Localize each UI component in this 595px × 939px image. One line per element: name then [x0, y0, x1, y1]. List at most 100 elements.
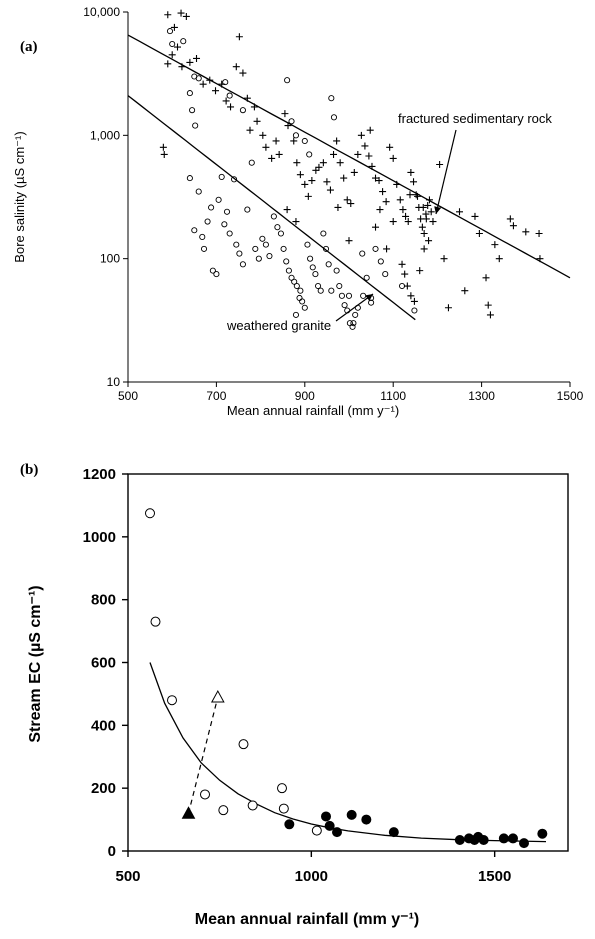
x-tick-label: 1500: [557, 389, 584, 403]
plus-marker: [283, 206, 291, 214]
circle-marker: [352, 311, 359, 318]
circle-marker: [252, 245, 259, 252]
circle-marker: [221, 221, 228, 228]
plus-marker: [427, 208, 435, 216]
circle-marker: [320, 230, 327, 237]
plus-marker: [330, 150, 338, 158]
y-tick-label: 10: [107, 375, 121, 389]
plus-marker: [475, 229, 483, 237]
circle-marker: [284, 77, 291, 84]
plus-marker: [366, 126, 374, 134]
fit-curve: [149, 662, 547, 843]
filled-circle-marker: [324, 820, 335, 831]
plus-marker: [536, 255, 544, 263]
circle-marker: [377, 258, 384, 265]
panel-b-points: [145, 508, 548, 849]
plus-marker: [293, 159, 301, 167]
plus-marker: [420, 245, 428, 253]
plus-marker: [422, 215, 430, 223]
x-tick-label: 500: [115, 868, 140, 885]
plus-marker: [178, 63, 186, 71]
plus-marker: [323, 178, 331, 186]
plus-marker: [484, 301, 492, 309]
circle-marker: [226, 230, 233, 237]
annotation-weathered-granite: weathered granite: [226, 318, 331, 333]
plus-marker: [386, 143, 394, 151]
plus-marker: [407, 292, 415, 300]
circle-marker: [215, 196, 222, 203]
plus-marker: [379, 188, 387, 196]
plus-marker: [354, 150, 362, 158]
y-tick-label: 800: [91, 592, 116, 609]
circle-marker: [280, 245, 287, 252]
x-tick-label: 1100: [380, 389, 406, 403]
plus-marker: [401, 270, 409, 278]
plus-marker: [239, 69, 247, 77]
plus-marker: [315, 163, 323, 171]
plus-marker: [160, 150, 168, 158]
open-circle-marker: [277, 783, 287, 794]
plus-marker: [486, 311, 494, 319]
circle-marker: [306, 151, 313, 158]
plus-marker: [425, 196, 433, 204]
plus-marker: [212, 87, 220, 95]
plus-marker: [301, 180, 309, 188]
x-tick-label: 1000: [295, 868, 328, 885]
plus-marker: [402, 212, 410, 220]
circle-marker: [189, 107, 196, 114]
circle-marker: [372, 245, 379, 252]
circle-marker: [223, 208, 231, 215]
circle-marker: [259, 235, 266, 242]
filled-circle-marker: [321, 811, 331, 822]
circle-marker: [186, 175, 193, 182]
circle-marker: [262, 241, 269, 248]
panel-a-chart: (a) Bore salinity (µS cm⁻¹) Mean annual …: [12, 5, 584, 418]
circle-marker: [333, 267, 340, 274]
panel-b-ylabel: Stream EC (µS cm⁻¹): [27, 585, 44, 742]
plus-marker: [336, 159, 344, 167]
plus-marker: [406, 191, 414, 199]
plus-marker: [436, 161, 444, 169]
panel-b-dashed-connector: [187, 696, 219, 814]
plus-marker: [410, 178, 418, 186]
plus-marker: [343, 196, 351, 204]
plus-marker: [398, 260, 406, 268]
plus-marker: [259, 131, 267, 139]
open-circle-marker: [278, 803, 289, 814]
open-circle-marker: [247, 800, 258, 811]
circle-marker: [248, 159, 255, 166]
plus-marker: [456, 208, 463, 216]
panel-b-chart: (b) Stream EC (µS cm⁻¹) Mean annual rain…: [20, 462, 569, 928]
circle-marker: [195, 188, 202, 195]
circle-marker: [233, 241, 240, 248]
y-tick-label: 400: [91, 717, 116, 734]
plus-marker: [292, 218, 300, 226]
panel-a-points: [159, 9, 544, 330]
plus-marker: [308, 177, 316, 185]
plus-marker: [246, 126, 254, 134]
panel-b-plot-frame: [127, 473, 569, 852]
plus-marker: [232, 63, 240, 71]
plus-marker: [440, 255, 448, 263]
circle-marker: [285, 267, 292, 274]
circle-marker: [301, 304, 308, 311]
open-circle-marker: [167, 695, 177, 706]
circle-marker: [213, 271, 220, 278]
y-tick-label: 600: [91, 655, 116, 672]
circle-marker: [291, 278, 298, 285]
plus-marker: [419, 203, 427, 211]
circle-marker: [239, 107, 246, 114]
plus-marker: [375, 177, 383, 185]
plus-marker: [389, 154, 397, 162]
circle-marker: [307, 255, 314, 262]
x-tick-label: 1300: [468, 389, 495, 403]
filled-circle-marker: [332, 827, 342, 838]
plus-marker: [296, 171, 304, 179]
annotation-arrow-granite: [335, 293, 374, 322]
plus-marker: [424, 201, 432, 209]
plus-marker: [227, 103, 235, 111]
plus-marker: [393, 180, 401, 188]
plus-marker: [334, 203, 342, 211]
circle-marker: [328, 95, 335, 102]
